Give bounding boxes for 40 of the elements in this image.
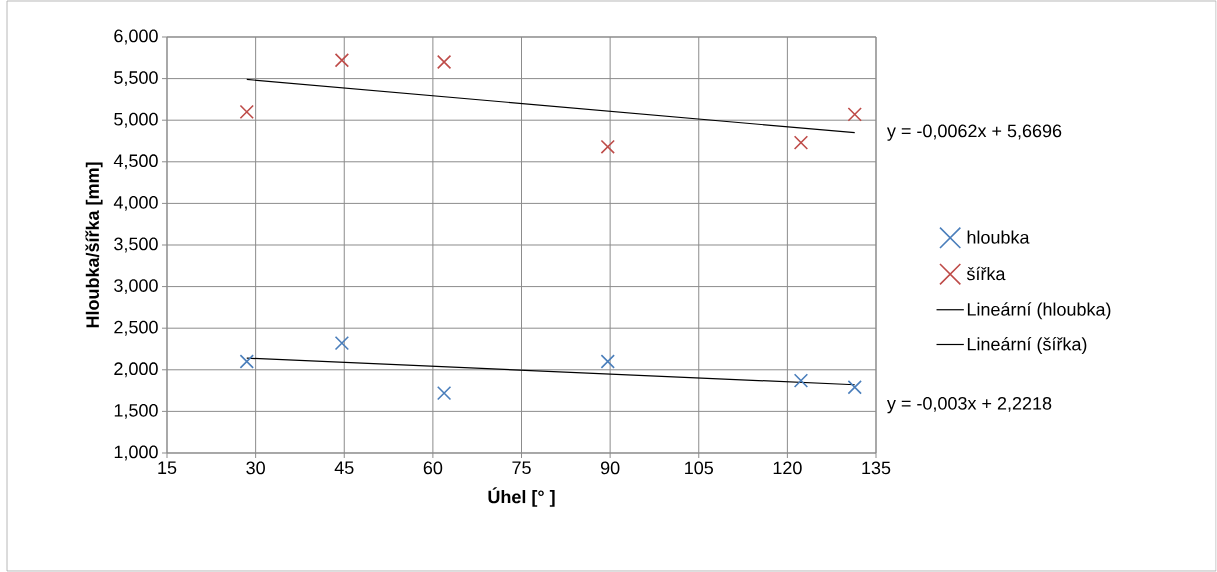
annotation: y = -0,0062x + 5,6696 [886, 124, 1062, 141]
point [793, 135, 809, 150]
legend-label: Lineární (šířka) [967, 337, 1087, 355]
x-tick-label: 60 [423, 461, 443, 475]
point [239, 104, 254, 120]
y-tick-label: 1,500 [114, 403, 158, 419]
x-tick-label: 45 [334, 461, 354, 475]
point [239, 354, 254, 369]
point [793, 373, 809, 388]
point [600, 354, 615, 369]
x-axis-title: Úhel [° ] [488, 487, 555, 507]
x-tick-label: 15 [158, 461, 177, 475]
y-tick-label: 6,000 [114, 29, 158, 45]
y-axis-title: Hloubka/šířka [mm] [85, 162, 103, 328]
point [600, 139, 615, 154]
x-tick-label: 105 [685, 461, 714, 475]
point [334, 336, 350, 351]
y-tick-label: 5,500 [114, 71, 158, 87]
y-tick-label: 3,000 [114, 279, 158, 295]
point [847, 380, 862, 395]
x-tick-label: 135 [862, 461, 891, 475]
legend-label: šířka [966, 266, 1006, 281]
legend-label: hloubka [967, 230, 1030, 244]
x-tick-label: 120 [773, 461, 802, 475]
x-tick-label: 30 [246, 461, 265, 475]
point [436, 385, 452, 401]
point [334, 53, 350, 68]
y-tick-label: 1,000 [114, 445, 158, 461]
x-tick-label: 90 [600, 461, 620, 475]
point [436, 54, 452, 70]
x-tick-label: 75 [512, 461, 531, 475]
legend-label: Lineární (hloubka) [967, 302, 1111, 320]
y-tick-label: 2,500 [114, 320, 158, 336]
y-tick-label: 5,000 [114, 112, 158, 128]
y-tick-label: 4,000 [113, 195, 158, 211]
annotation: y = -0,003x + 2,2218 [886, 396, 1052, 414]
y-tick-label: 3,500 [114, 237, 158, 253]
point [847, 107, 862, 122]
y-tick-label: 2,000 [114, 362, 158, 378]
y-tick-label: 4,500 [113, 154, 158, 170]
